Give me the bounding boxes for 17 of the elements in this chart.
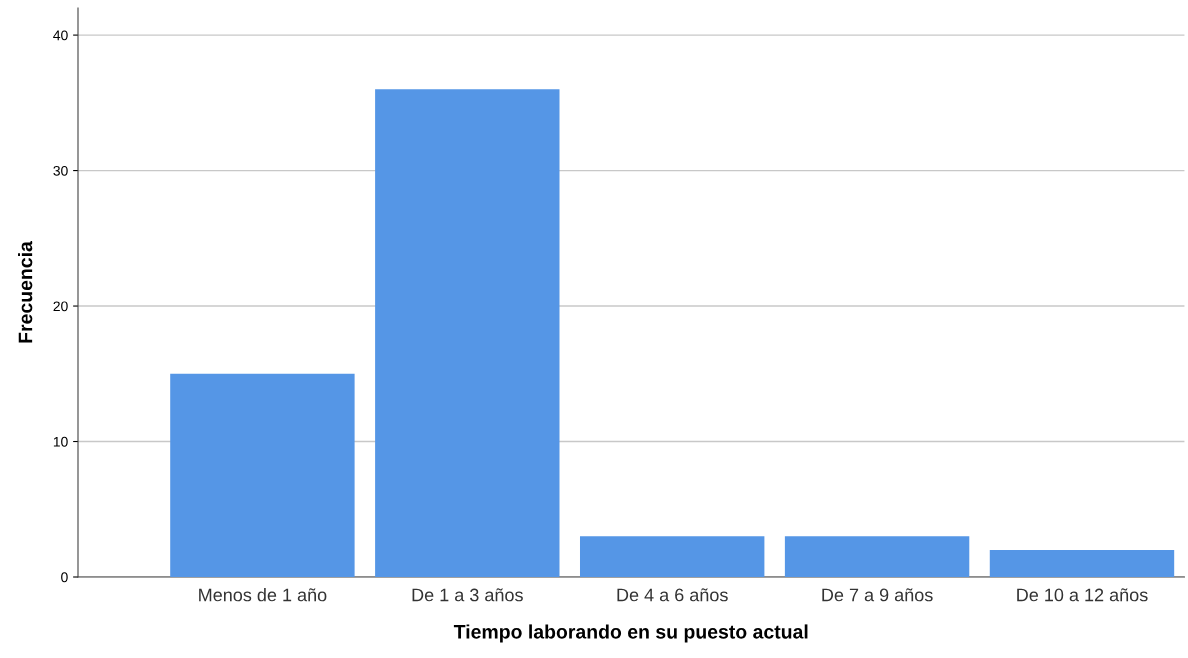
x-tick-label: De 7 a 9 años	[822, 588, 933, 602]
y-tick-label: 0	[61, 572, 68, 583]
bar	[784, 536, 970, 577]
x-axis-title: Tiempo laborando en su puesto actual	[453, 624, 808, 643]
y-axis-title: Frecuencia	[18, 241, 33, 343]
y-tick-label: 30	[53, 165, 68, 176]
y-tick-label: 40	[53, 30, 68, 41]
bar	[170, 373, 355, 577]
x-tick-label: De 4 a 6 años	[617, 588, 728, 602]
bar	[989, 549, 1175, 577]
bar	[375, 89, 560, 577]
x-tick-label: De 1 a 3 años	[412, 588, 523, 602]
y-tick-label: 10	[53, 436, 68, 447]
y-tick-label: 20	[53, 301, 68, 312]
x-tick-label: Menos de 1 año	[199, 588, 327, 602]
x-tick-label: De 10 a 12 años	[1017, 588, 1148, 602]
bar	[579, 536, 765, 577]
